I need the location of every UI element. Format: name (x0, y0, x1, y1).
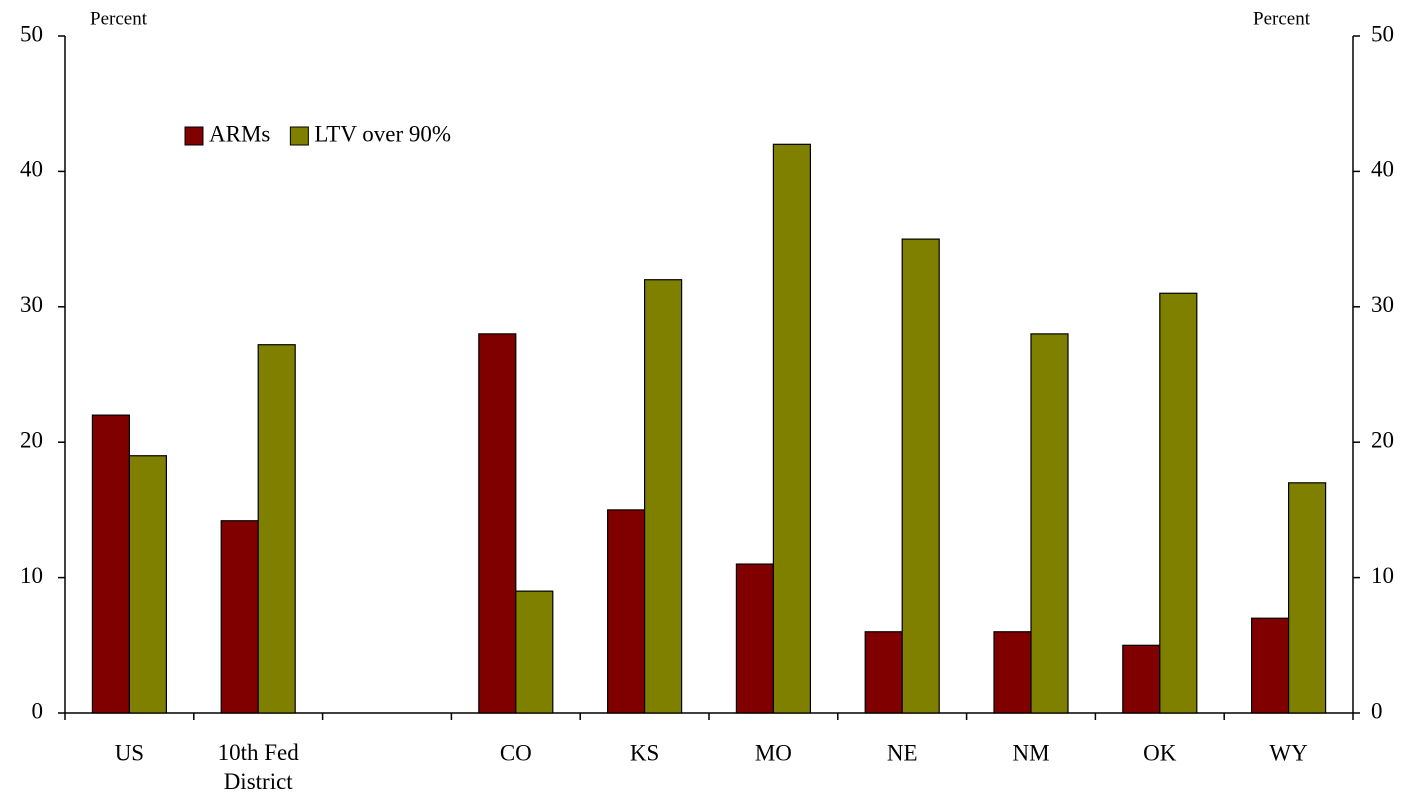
x-tick-label: CO (500, 740, 532, 765)
legend-swatch (184, 126, 204, 146)
y-tick-label: 0 (32, 698, 44, 723)
x-tick-label: NE (887, 740, 918, 765)
bar (1122, 644, 1161, 714)
bar (257, 344, 296, 714)
bar (91, 414, 131, 714)
x-tick-label: US (115, 740, 144, 765)
x-tick-label: NM (1012, 740, 1049, 765)
bar (1159, 292, 1198, 714)
bar (864, 631, 903, 714)
bar (128, 455, 167, 714)
bar (478, 333, 517, 714)
y2-tick-label: 20 (1371, 427, 1394, 452)
x-tick-label: OK (1143, 740, 1177, 765)
bar (1250, 617, 1290, 714)
bar (1287, 482, 1327, 714)
legend-swatch (289, 126, 309, 146)
bar (1030, 333, 1069, 714)
x-tick-label: 10th Fed District (218, 740, 300, 794)
legend-label: LTV over 90% (314, 121, 451, 146)
bar (993, 631, 1032, 714)
y2-tick-label: 10 (1371, 563, 1394, 588)
y-tick-label: 20 (20, 427, 43, 452)
y-tick-label: 50 (20, 21, 43, 46)
x-tick-label: MO (755, 740, 792, 765)
bar (901, 238, 940, 714)
y2-tick-label: 0 (1371, 698, 1383, 723)
y-tick-label: 40 (20, 157, 43, 182)
legend-label: ARMs (209, 121, 270, 146)
bar (606, 509, 646, 714)
x-tick-label: KS (630, 740, 659, 765)
y2-tick-label: 50 (1371, 21, 1394, 46)
y-tick-label: 30 (20, 292, 43, 317)
bar (643, 279, 683, 714)
bar (772, 143, 812, 714)
bar (735, 563, 775, 714)
y-tick-label: 10 (20, 563, 43, 588)
bar (220, 520, 259, 714)
y2-tick-label: 40 (1371, 157, 1394, 182)
y2-tick-label: 30 (1371, 292, 1394, 317)
x-tick-label: WY (1269, 740, 1308, 765)
y-axis-label: Percent (90, 8, 148, 29)
bar (515, 590, 554, 714)
y2-axis-label: Percent (1253, 8, 1311, 29)
